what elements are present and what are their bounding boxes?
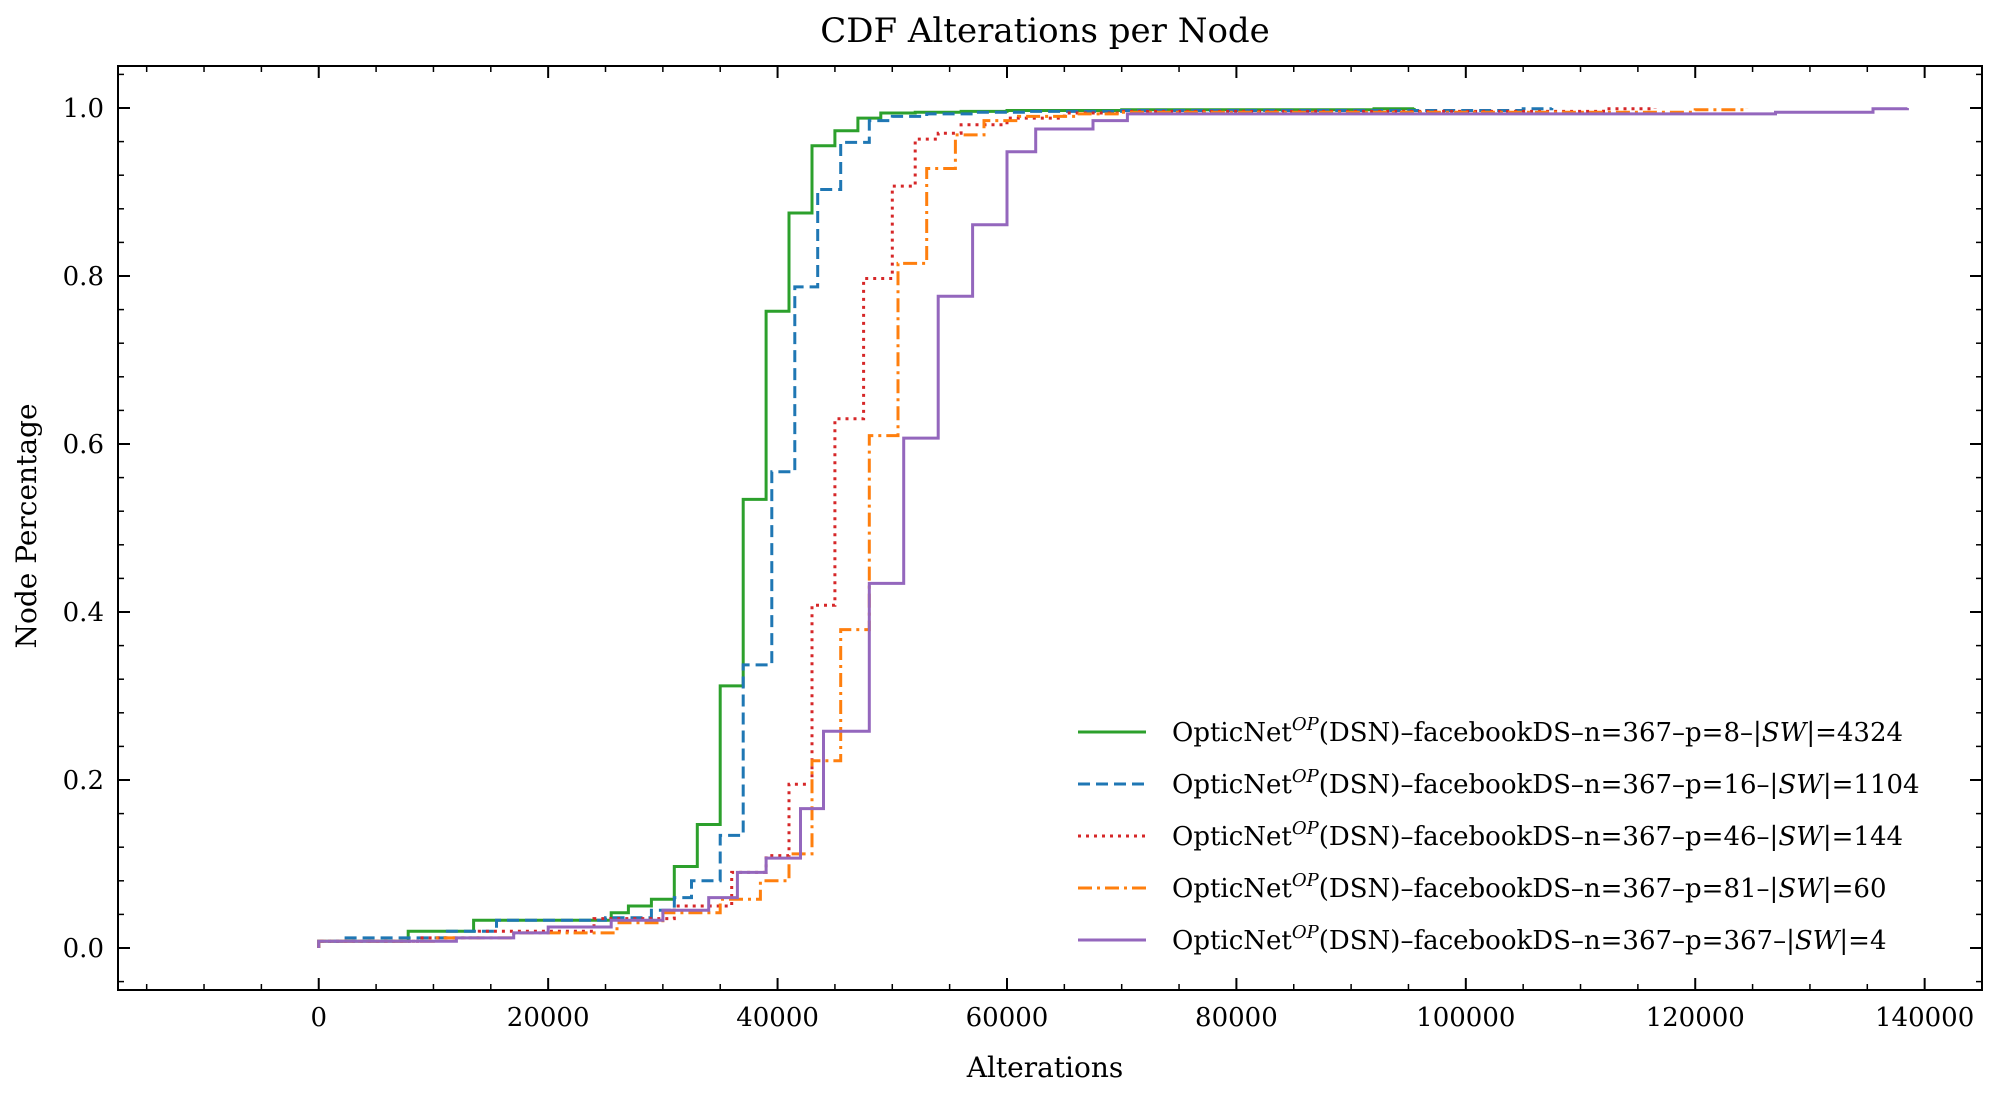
x-tick-label: 0	[310, 1003, 327, 1033]
legend-label-3: OpticNetOP(DSN)–facebookDS–n=367–p=46–|S…	[1172, 818, 1903, 852]
series-line-2	[317, 107, 1554, 948]
x-axis-title: Alterations	[966, 1051, 1124, 1084]
y-tick-label: 1.0	[63, 94, 104, 124]
series-line-5	[317, 107, 1909, 948]
chart-title: CDF Alterations per Node	[820, 11, 1270, 51]
y-tick-label: 0.2	[63, 766, 104, 796]
legend-label-5: OpticNetOP(DSN)–facebookDS–n=367–p=367–|…	[1172, 922, 1887, 956]
y-tick-label: 0.8	[63, 262, 104, 292]
x-tick-label: 80000	[1195, 1003, 1278, 1033]
series-line-4	[317, 108, 1749, 948]
x-tick-label: 120000	[1646, 1003, 1745, 1033]
x-tick-label: 20000	[507, 1003, 590, 1033]
y-tick-label: 0.0	[63, 934, 104, 964]
x-tick-label: 60000	[966, 1003, 1049, 1033]
y-tick-label: 0.6	[63, 430, 104, 460]
legend-label-4: OpticNetOP(DSN)–facebookDS–n=367–p=81–|S…	[1172, 870, 1887, 904]
series-layer	[317, 107, 1909, 948]
x-tick-label: 40000	[736, 1003, 819, 1033]
x-tick-label: 100000	[1416, 1003, 1515, 1033]
legend: OpticNetOP(DSN)–facebookDS–n=367–p=8–|SW…	[1078, 714, 1920, 956]
y-axis-title: Node Percentage	[10, 403, 43, 648]
legend-label-2: OpticNetOP(DSN)–facebookDS–n=367–p=16–|S…	[1172, 766, 1920, 800]
x-tick-label: 140000	[1875, 1003, 1974, 1033]
legend-label-1: OpticNetOP(DSN)–facebookDS–n=367–p=8–|SW…	[1172, 714, 1903, 748]
plot-frame	[117, 65, 1983, 991]
y-tick-label: 0.4	[63, 598, 104, 628]
